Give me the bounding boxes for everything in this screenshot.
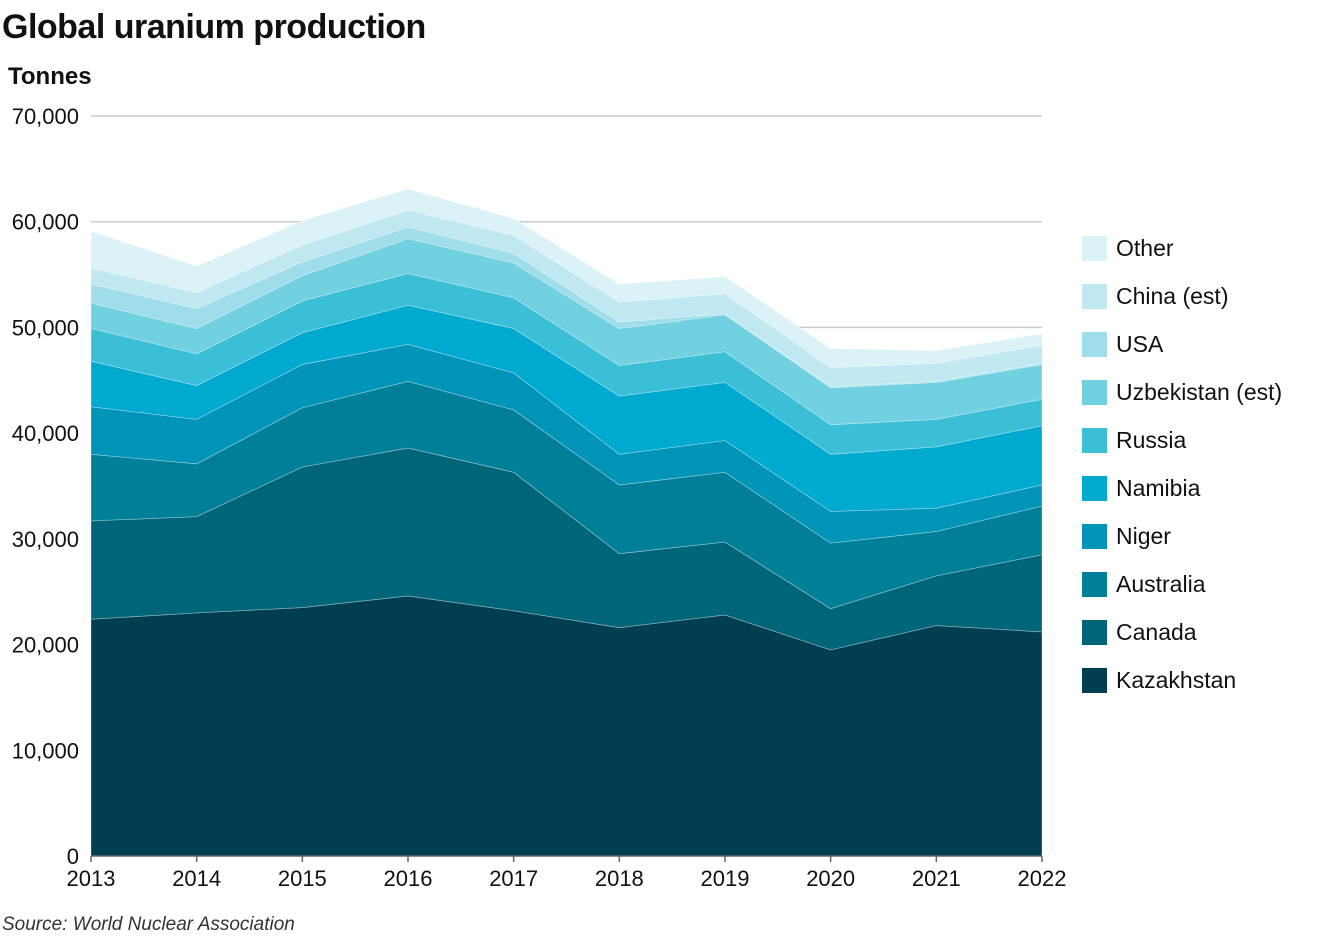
- legend: Other China (est) USA Uzbekistan (est) Russi…: [1082, 224, 1282, 704]
- legend-swatch: [1082, 475, 1107, 501]
- legend-item: Uzbekistan (est): [1082, 368, 1282, 416]
- y-axis-label: Tonnes: [8, 63, 92, 90]
- legend-item: Namibia: [1082, 464, 1282, 512]
- legend-label: Kazakhstan: [1116, 666, 1237, 693]
- legend-swatch: [1082, 379, 1107, 405]
- legend-label: Niger: [1116, 522, 1171, 549]
- x-tick-label: 2019: [701, 866, 750, 891]
- source-note: Source: World Nuclear Association: [2, 914, 295, 935]
- legend-swatch: [1082, 283, 1107, 309]
- x-tick-label: 2022: [1018, 866, 1067, 891]
- legend-item: Niger: [1082, 512, 1282, 560]
- y-tick-label: 70,000: [12, 104, 79, 129]
- x-tick-label: 2013: [67, 866, 116, 891]
- x-tick-label: 2014: [172, 866, 221, 891]
- x-tick-label: 2017: [489, 866, 538, 891]
- legend-swatch: [1082, 619, 1107, 645]
- area-series: [90, 188, 1043, 857]
- legend-label: Uzbekistan (est): [1116, 378, 1283, 405]
- legend-label: Australia: [1116, 570, 1206, 597]
- legend-item: Kazakhstan: [1082, 656, 1282, 704]
- legend-item: Russia: [1082, 416, 1282, 464]
- legend-item: USA: [1082, 320, 1282, 368]
- y-tick-label: 20,000: [12, 633, 79, 658]
- area-kazakhstan: [90, 595, 1043, 857]
- legend-label: Canada: [1116, 618, 1197, 645]
- legend-swatch: [1082, 571, 1107, 597]
- legend-label: USA: [1116, 330, 1164, 357]
- area-other: [90, 188, 1043, 369]
- x-tick-label: 2015: [278, 866, 327, 891]
- y-tick-label: 0: [67, 844, 79, 869]
- x-tick-label: 2020: [806, 866, 855, 891]
- legend-swatch: [1082, 523, 1107, 549]
- y-tick-label: 10,000: [12, 738, 79, 763]
- legend-swatch: [1082, 667, 1107, 693]
- x-tick-label: 2016: [384, 866, 433, 891]
- legend-label: China (est): [1116, 282, 1229, 309]
- legend-swatch: [1082, 331, 1107, 357]
- legend-swatch: [1082, 235, 1107, 261]
- legend-label: Russia: [1116, 426, 1187, 453]
- chart-title: Global uranium production: [2, 8, 426, 46]
- x-tick-label: 2021: [912, 866, 961, 891]
- y-tick-label: 40,000: [12, 421, 79, 446]
- legend-swatch: [1082, 427, 1107, 453]
- x-tick-label: 2018: [595, 866, 644, 891]
- y-tick-label: 30,000: [12, 527, 79, 552]
- legend-label: Namibia: [1116, 474, 1201, 501]
- legend-item: Other: [1082, 224, 1282, 272]
- y-tick-label: 50,000: [12, 315, 79, 340]
- legend-item: China (est): [1082, 272, 1282, 320]
- legend-item: Canada: [1082, 608, 1282, 656]
- legend-item: Australia: [1082, 560, 1282, 608]
- y-tick-label: 60,000: [12, 210, 79, 235]
- axes: 0 10,000 20,000 30,000 40,000 50,000 60,000 70,…: [12, 104, 1067, 891]
- legend-label: Other: [1116, 234, 1174, 261]
